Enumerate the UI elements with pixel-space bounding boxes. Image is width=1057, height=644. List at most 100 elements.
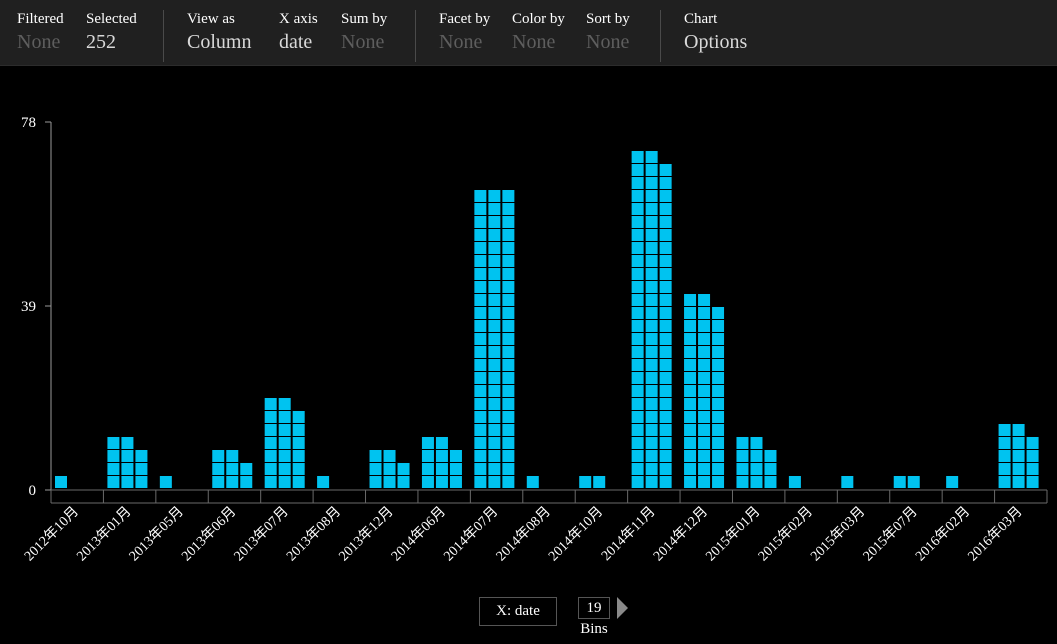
bar-2013年06月[interactable] bbox=[212, 450, 253, 488]
x-axis-control[interactable]: X axis date bbox=[279, 0, 329, 65]
x-axis-button[interactable]: X: date bbox=[479, 597, 557, 626]
bar-cell bbox=[659, 372, 672, 384]
bar-cell bbox=[502, 203, 515, 215]
bar-cell bbox=[107, 450, 120, 462]
selected-control[interactable]: Selected 252 bbox=[86, 0, 146, 65]
bar-2013年12月[interactable] bbox=[369, 450, 410, 488]
bar-cell bbox=[712, 411, 725, 423]
bar-cell bbox=[631, 255, 644, 267]
bar-2012年10月[interactable] bbox=[55, 476, 67, 488]
bar-cell bbox=[736, 476, 749, 488]
bar-2013年07月[interactable] bbox=[264, 398, 305, 488]
color-by-control[interactable]: Color by None bbox=[512, 0, 572, 65]
bar-2013年05月[interactable] bbox=[159, 476, 172, 488]
bar-2016年02月[interactable] bbox=[946, 476, 959, 488]
toolbar-divider bbox=[415, 10, 416, 62]
bar-cell bbox=[488, 346, 501, 358]
bar-2014年08月[interactable] bbox=[526, 476, 539, 488]
bar-cell bbox=[488, 372, 501, 384]
bar-cell bbox=[946, 476, 959, 488]
bar-2013年08月[interactable] bbox=[317, 476, 330, 488]
bar-2016年03月[interactable] bbox=[998, 424, 1039, 488]
bins-input[interactable]: 19 bbox=[578, 597, 610, 619]
y-tick-label: 78 bbox=[21, 115, 36, 131]
bar-cell bbox=[474, 372, 487, 384]
bar-2014年06月[interactable] bbox=[421, 437, 462, 488]
color-by-value: None bbox=[512, 31, 556, 53]
bar-cell bbox=[474, 203, 487, 215]
bar-2014年07月[interactable] bbox=[474, 190, 515, 488]
bar-cell bbox=[421, 437, 434, 449]
bar-cell bbox=[474, 359, 487, 371]
bar-cell bbox=[488, 463, 501, 475]
bar-2015年07月[interactable] bbox=[893, 476, 920, 488]
bar-cell bbox=[474, 476, 487, 488]
bar-cell bbox=[1026, 450, 1039, 462]
bar-cell bbox=[645, 281, 658, 293]
bar-cell bbox=[684, 307, 697, 319]
filtered-control[interactable]: Filtered None bbox=[17, 0, 77, 65]
bar-cell bbox=[750, 463, 763, 475]
bar-cell bbox=[449, 450, 462, 462]
bar-cell bbox=[712, 333, 725, 345]
bar-2015年03月[interactable] bbox=[841, 476, 854, 488]
x-tick-label: 2016年03月 bbox=[965, 504, 1026, 565]
bar-cell bbox=[502, 463, 515, 475]
bar-2014年12月[interactable] bbox=[684, 294, 725, 488]
bar-cell bbox=[502, 346, 515, 358]
bar-cell bbox=[488, 255, 501, 267]
bar-cell bbox=[684, 411, 697, 423]
bar-cell bbox=[736, 437, 749, 449]
filtered-label: Filtered bbox=[17, 11, 64, 27]
sum-by-value: None bbox=[341, 31, 385, 53]
bar-2014年11月[interactable] bbox=[631, 151, 672, 488]
x-tick-label: 2015年02月 bbox=[755, 504, 816, 565]
bar-cell bbox=[645, 359, 658, 371]
bar-2015年02月[interactable] bbox=[788, 476, 801, 488]
bar-cell bbox=[421, 463, 434, 475]
bar-cell bbox=[526, 476, 539, 488]
x-tick-label: 2014年08月 bbox=[493, 504, 554, 565]
sort-by-control[interactable]: Sort by None bbox=[586, 0, 641, 65]
bar-cell bbox=[659, 216, 672, 228]
bar-cell bbox=[631, 424, 644, 436]
column-chart: 039782012年10月2013年01月2013年05月2013年06月201… bbox=[21, 115, 1048, 565]
bar-cell bbox=[474, 190, 487, 202]
bar-2015年01月[interactable] bbox=[736, 437, 777, 488]
bar-cell bbox=[645, 411, 658, 423]
bar-2013年01月[interactable] bbox=[107, 437, 148, 488]
facet-by-control[interactable]: Facet by None bbox=[439, 0, 499, 65]
bar-cell bbox=[750, 476, 763, 488]
bins-increment-arrow-icon[interactable] bbox=[617, 597, 628, 619]
bar-cell bbox=[488, 190, 501, 202]
toolbar-divider bbox=[660, 10, 661, 62]
bar-cell bbox=[502, 450, 515, 462]
bar-cell bbox=[135, 463, 148, 475]
view-as-control[interactable]: View as Column bbox=[187, 0, 262, 65]
bar-cell bbox=[212, 450, 225, 462]
view-as-value: Column bbox=[187, 31, 252, 53]
bar-cell bbox=[488, 437, 501, 449]
facet-by-label: Facet by bbox=[439, 11, 491, 27]
chart-options-control[interactable]: Chart Options bbox=[684, 0, 759, 65]
bar-cell bbox=[841, 476, 854, 488]
bar-2014年10月[interactable] bbox=[579, 476, 606, 488]
bar-cell bbox=[631, 411, 644, 423]
bar-cell bbox=[135, 450, 148, 462]
selected-value: 252 bbox=[86, 31, 116, 53]
bar-cell bbox=[631, 307, 644, 319]
bar-cell bbox=[317, 476, 330, 488]
bar-cell bbox=[502, 307, 515, 319]
bar-cell bbox=[645, 385, 658, 397]
bar-cell bbox=[369, 476, 382, 488]
sum-by-control[interactable]: Sum by None bbox=[341, 0, 396, 65]
bar-cell bbox=[435, 450, 448, 462]
bar-cell bbox=[659, 320, 672, 332]
bar-cell bbox=[684, 424, 697, 436]
bar-cell bbox=[645, 294, 658, 306]
bar-cell bbox=[645, 346, 658, 358]
x-tick-label: 2012年10月 bbox=[21, 504, 82, 565]
bar-cell bbox=[121, 450, 134, 462]
bar-cell bbox=[502, 476, 515, 488]
x-tick-label: 2013年07月 bbox=[231, 504, 292, 565]
